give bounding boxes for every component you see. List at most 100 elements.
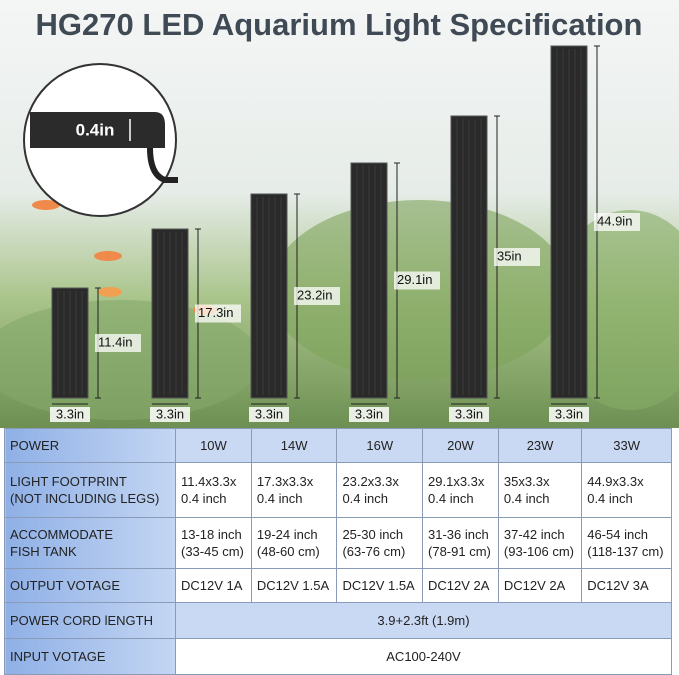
cell-text: 46-54 inch (587, 527, 648, 542)
cell-text: 19-24 inch (256, 527, 318, 542)
label-bg (294, 287, 340, 305)
fish (32, 200, 60, 210)
cell: 23W (497, 428, 583, 463)
cell: AC100-240V (175, 638, 672, 675)
inset-leg (147, 147, 178, 183)
cell-text: 0.4 inch (342, 491, 388, 506)
cell-text: 14W (280, 438, 308, 453)
cell-text: 3.9+2.3ft (1.9m) (377, 613, 470, 628)
width-label: 3.3in (455, 406, 483, 421)
cell: 35x3.3x 0.4 inch (497, 462, 583, 518)
label-bg (449, 407, 489, 422)
inset-light (30, 112, 165, 148)
cell: 3.9+2.3ft (1.9m) (175, 602, 672, 639)
row-label: POWER (4, 428, 176, 463)
label-bg (150, 407, 190, 422)
height-label: 23.2in (297, 287, 332, 302)
height-label: 17.3in (198, 305, 233, 320)
cell: DC12V 1A (175, 568, 252, 603)
cell-text: POWER CORD lENGTH (10, 613, 153, 628)
label-bg (549, 407, 589, 422)
cell-text: 17.3x3.3x (256, 474, 314, 489)
table-row: ACCOMMODATE FISH TANK 13-18 inch (33-45 cm)… (4, 517, 672, 569)
cell-text: POWER (10, 438, 60, 453)
cell: 20W (422, 428, 499, 463)
cell-text: 0.4 inch (256, 491, 303, 506)
cell: DC12V 2A (497, 568, 583, 603)
label-bg (95, 334, 141, 352)
cell: 16W (336, 428, 424, 463)
cell: 23.2x3.3x 0.4 inch (336, 462, 424, 518)
product-scene: HG270 LED Aquarium Light Specification 0… (0, 0, 679, 428)
width-label: 3.3in (555, 406, 583, 421)
row-label: POWER CORD lENGTH (4, 602, 176, 639)
cell-text: (118-137 cm) (587, 544, 664, 559)
cell-text: 33W (613, 438, 640, 453)
cell-text: LIGHT FOOTPRINT (10, 474, 127, 489)
width-label: 3.3in (355, 406, 383, 421)
cell-text: FISH TANK (10, 544, 77, 559)
height-label: 11.4in (98, 334, 132, 349)
cell-text: 0.4 inch (181, 491, 227, 506)
width-label: 3.3in (156, 406, 184, 421)
cell: 13-18 inch (33-45 cm) (175, 517, 252, 569)
cell: 11.4x3.3x 0.4 inch (175, 462, 252, 518)
cell-text: (78-91 cm) (428, 544, 491, 559)
cell-text: 0.4 inch (503, 491, 550, 506)
cell: DC12V 3A (581, 568, 672, 603)
row-label: LIGHT FOOTPRINT (NOT INCLUDING LEGS) (4, 462, 176, 518)
cell-text: 10W (200, 438, 227, 453)
row-label: INPUT VOTAGE (4, 638, 176, 675)
label-bg (195, 304, 241, 323)
spec-table: POWER 10W 14W 16W 20W 23W 33W LIGHT FOOTPRINT (N… (4, 428, 672, 675)
cell-text: DC12V 1.5A (256, 578, 330, 593)
cell-text: ACCOMMODATE (10, 527, 114, 542)
label-bg (394, 271, 440, 290)
cell: DC12V 1.5A (250, 568, 338, 603)
cell-text: DC12V 3A (587, 578, 649, 593)
table-row: POWER CORD lENGTH 3.9+2.3ft (1.9m) (4, 602, 672, 639)
cell: 14W (250, 428, 338, 463)
cell-text: DC12V 1.5A (342, 578, 415, 593)
cell-text: (93-106 cm) (503, 544, 574, 559)
cell-text: AC100-240V (386, 649, 461, 664)
cell-text: 25-30 inch (342, 527, 404, 542)
height-label: 29.1in (397, 272, 432, 287)
cell: 25-30 inch (63-76 cm) (336, 517, 424, 569)
width-label: 3.3in (255, 406, 283, 421)
cell-text: (33-45 cm) (181, 544, 244, 559)
row-label: OUTPUT VOTAGE (4, 568, 176, 603)
cell-text: DC12V 2A (428, 578, 490, 593)
fish (94, 251, 122, 261)
cell-text: 13-18 inch (181, 527, 242, 542)
cell-text: 37-42 inch (503, 527, 565, 542)
title: HG270 LED Aquarium Light Specification (36, 7, 643, 42)
plants (270, 200, 570, 380)
label-bg (249, 407, 289, 422)
cell-text: (63-76 cm) (342, 544, 406, 559)
cell-text: INPUT VOTAGE (10, 649, 106, 664)
height-label: 35in (497, 248, 522, 263)
cell: DC12V 1.5A (336, 568, 424, 603)
cell-text: 11.4x3.3x (181, 474, 237, 489)
label-bg (594, 213, 640, 231)
row-label: ACCOMMODATE FISH TANK (4, 517, 176, 569)
cell-text: DC12V 2A (503, 578, 566, 593)
cell-text: 23.2x3.3x (342, 474, 399, 489)
cell: DC12V 2A (422, 568, 499, 603)
table-row: LIGHT FOOTPRINT (NOT INCLUDING LEGS) 11.4x… (4, 462, 672, 518)
cell: 37-42 inch (93-106 cm) (497, 517, 583, 569)
inset-label: 0.4in (76, 120, 115, 139)
cell-text: 44.9x3.3x (587, 474, 644, 489)
cell: 19-24 inch (48-60 cm) (250, 517, 338, 569)
cell: 31-36 inch (78-91 cm) (422, 517, 499, 569)
label-bg (50, 407, 90, 422)
cell: 10W (175, 428, 252, 463)
cell-text: (48-60 cm) (256, 544, 320, 559)
cell: 29.1x3.3x 0.4 inch (422, 462, 499, 518)
cell-text: 31-36 inch (428, 527, 489, 542)
cell: 17.3x3.3x 0.4 inch (250, 462, 338, 518)
cell-text: 20W (447, 438, 474, 453)
cell: 46-54 inch (118-137 cm) (581, 517, 672, 569)
